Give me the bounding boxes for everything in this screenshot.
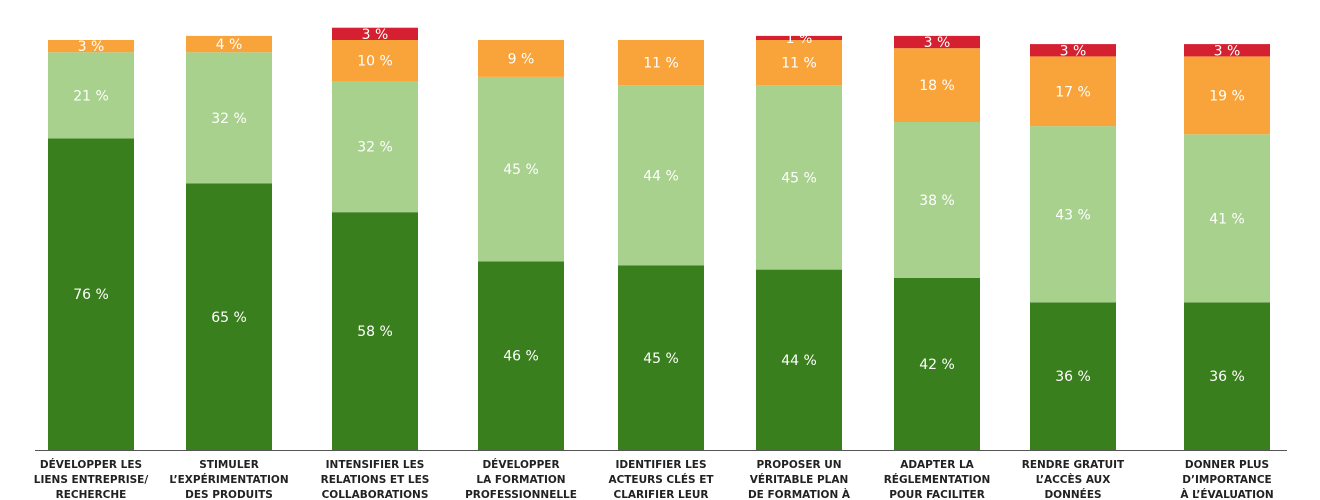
data-label: 21 % bbox=[73, 88, 109, 104]
bar-segment-series-2 bbox=[894, 122, 980, 278]
bar-segment-series-2 bbox=[1030, 126, 1116, 303]
data-label: 11 % bbox=[643, 56, 679, 72]
bar-segment-series-4 bbox=[894, 35, 980, 49]
data-label: 46 % bbox=[503, 349, 539, 365]
bar-segment-series-3 bbox=[894, 48, 980, 123]
bar-segment-series-4 bbox=[1030, 44, 1116, 57]
data-label: 45 % bbox=[503, 162, 539, 178]
bar-segment-series-3 bbox=[1184, 56, 1270, 135]
data-label: 11 % bbox=[781, 56, 817, 72]
bar-segment-series-4 bbox=[1184, 44, 1270, 57]
bar-segment-series-2 bbox=[48, 52, 134, 139]
bar-segment-series-1 bbox=[478, 261, 564, 450]
data-label: 3 % bbox=[1060, 43, 1087, 59]
bar-segment-series-2 bbox=[332, 81, 418, 213]
data-label: 42 % bbox=[919, 357, 955, 373]
bar-segment-series-3 bbox=[478, 40, 564, 77]
bar-segment-series-4 bbox=[756, 35, 842, 40]
category-label: INTENSIFIER LES RELATIONS ET LES COLLABORA… bbox=[321, 459, 430, 500]
bar-segment-series-3 bbox=[332, 40, 418, 81]
data-label: 17 % bbox=[1055, 84, 1091, 100]
data-label: 3 % bbox=[362, 27, 389, 43]
data-label: 45 % bbox=[643, 351, 679, 367]
data-label: 3 % bbox=[924, 35, 951, 51]
data-label: 44 % bbox=[781, 353, 817, 369]
bar-segment-series-1 bbox=[1030, 302, 1116, 450]
data-label: 3 % bbox=[78, 39, 105, 55]
bar-segment-series-3 bbox=[1030, 56, 1116, 127]
category-label: DÉVELOPPER LA FORMATION PROFESSIONNELLE bbox=[465, 458, 577, 500]
category-label: ADAPTER LA RÉGLEMENTATION POUR FACILITER bbox=[884, 459, 991, 500]
data-label: 9 % bbox=[508, 51, 535, 67]
data-label: 41 % bbox=[1209, 211, 1245, 227]
bar-segment-series-4 bbox=[332, 27, 418, 40]
data-label: 36 % bbox=[1209, 369, 1245, 385]
data-label: 76 % bbox=[73, 287, 109, 303]
category-label: STIMULER L’EXPÉRIMENTATION DES PRODUITS bbox=[169, 459, 288, 500]
data-label: 10 % bbox=[357, 54, 393, 70]
bar-segment-series-1 bbox=[332, 212, 418, 450]
data-label: 32 % bbox=[211, 111, 247, 127]
bar-segment-series-1 bbox=[186, 183, 272, 450]
bar-segment-series-2 bbox=[756, 85, 842, 270]
data-label: 38 % bbox=[919, 193, 955, 209]
data-label: 19 % bbox=[1209, 88, 1245, 104]
category-label: RENDRE GRATUIT L’ACCÈS AUX DONNÉES bbox=[1022, 459, 1125, 500]
data-label: 58 % bbox=[357, 324, 393, 340]
bar-segment-series-3 bbox=[48, 40, 134, 53]
bar-segment-series-1 bbox=[618, 265, 704, 450]
data-label: 1 % bbox=[786, 31, 813, 47]
category-label: IDENTIFIER LES ACTEURS CLÉS ET CLARIFIER L… bbox=[608, 459, 714, 500]
data-label: 44 % bbox=[643, 168, 679, 184]
bar-segment-series-3 bbox=[186, 35, 272, 53]
category-label: DONNER PLUS D’IMPORTANCE À L’ÉVALUATION bbox=[1180, 459, 1273, 500]
bar-segment-series-1 bbox=[48, 138, 134, 450]
bar-segment-series-1 bbox=[894, 277, 980, 450]
data-label: 4 % bbox=[216, 37, 243, 53]
bar-segment-series-3 bbox=[756, 40, 842, 86]
bar-segment-series-2 bbox=[186, 52, 272, 184]
bar-segment-series-2 bbox=[618, 85, 704, 266]
bar-segment-series-1 bbox=[1184, 302, 1270, 450]
bar-segment-series-2 bbox=[478, 76, 564, 262]
bar-segment-series-2 bbox=[1184, 134, 1270, 303]
bar-segment-series-3 bbox=[618, 40, 704, 86]
bar-segment-series-1 bbox=[756, 269, 842, 450]
category-label: DÉVELOPPER LES LIENS ENTREPRISE/RECHERCHE bbox=[34, 458, 149, 500]
data-label: 45 % bbox=[781, 170, 817, 186]
data-label: 32 % bbox=[357, 140, 393, 156]
data-label: 43 % bbox=[1055, 207, 1091, 223]
category-label: PROPOSER UN VÉRITABLE PLAN DE FORMATION À bbox=[748, 459, 851, 500]
data-label: 3 % bbox=[1214, 43, 1241, 59]
data-label: 18 % bbox=[919, 78, 955, 94]
data-label: 65 % bbox=[211, 310, 247, 326]
data-label: 36 % bbox=[1055, 369, 1091, 385]
